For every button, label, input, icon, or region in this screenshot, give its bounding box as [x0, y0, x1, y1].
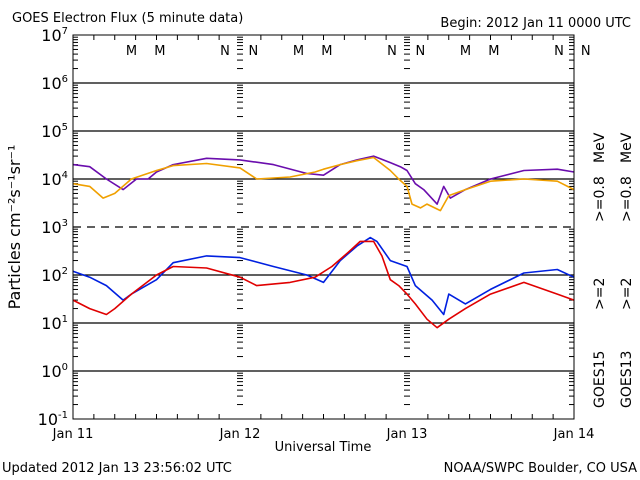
chart-title: GOES Electron Flux (5 minute data) [12, 11, 243, 26]
marker-label: M [293, 44, 304, 59]
y-tick-label: 106 [41, 74, 68, 93]
marker-label: N [554, 44, 564, 59]
x-axis-label: Universal Time [275, 440, 372, 455]
series-lines [72, 155, 575, 329]
series-line [72, 240, 575, 329]
marker-label: M [154, 44, 165, 59]
y-tick-label: 107 [41, 26, 68, 45]
begin-label: Begin: 2012 Jan 11 0000 UTC [440, 16, 631, 31]
marker-label: M [488, 44, 499, 59]
reference-lines [73, 82, 574, 372]
series-line [72, 156, 575, 212]
legend-entry: MeV [592, 132, 608, 163]
footer-credit: NOAA/SWPC Boulder, CO USA [444, 461, 637, 476]
y-tick-label: 104 [41, 170, 68, 189]
legend-entry: >=2 [619, 278, 635, 310]
marker-label: M [126, 44, 137, 59]
legend: GOES15 >=2 >=0.8 MeV GOES13 >=2 >=0.8 MeV [592, 132, 635, 408]
y-tick-label: 10-1 [38, 410, 68, 429]
legend-entry: >=2 [592, 278, 608, 310]
y-tick-label: 100 [41, 362, 68, 381]
y-tick-label: 102 [41, 266, 68, 285]
legend-entry: >=0.8 [619, 176, 635, 222]
x-tick-labels: Jan 11 Jan 12 Jan 13 Jan 14 [52, 427, 595, 442]
legend-entry: >=0.8 [592, 176, 608, 222]
x-tick-label: Jan 12 [219, 427, 261, 442]
marker-label: N [387, 44, 397, 59]
marker-label: N [415, 44, 425, 59]
y-tick-label: 103 [41, 218, 68, 237]
y-tick-label: 101 [41, 314, 68, 333]
marker-label: M [321, 44, 332, 59]
marker-label: N [248, 44, 258, 59]
minor-ticks [73, 35, 574, 419]
footer-updated: Updated 2012 Jan 13 23:56:02 UTC [2, 461, 232, 476]
legend-entry: GOES15 [592, 351, 608, 408]
legend-entry: GOES13 [619, 351, 635, 408]
x-tick-label: Jan 11 [52, 427, 94, 442]
x-tick-label: Jan 13 [386, 427, 428, 442]
series-line [72, 236, 575, 316]
y-axis-label: Particles cm⁻²s⁻¹sr⁻¹ [5, 145, 24, 310]
x-tick-label: Jan 14 [553, 427, 595, 442]
plot-frame [72, 34, 575, 420]
marker-label: N [581, 44, 591, 59]
marker-label: M [460, 44, 471, 59]
marker-label: N [220, 44, 230, 59]
y-tick-label: 105 [41, 122, 68, 141]
y-tick-labels: 107 106 105 104 103 102 101 100 10-1 [38, 26, 68, 429]
legend-entry: MeV [619, 132, 635, 163]
